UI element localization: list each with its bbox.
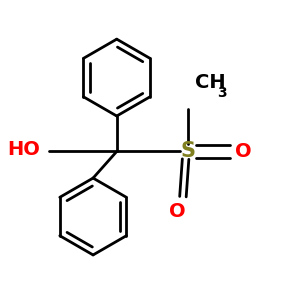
Text: O: O [235, 142, 252, 161]
Text: O: O [169, 202, 186, 221]
Text: 3: 3 [217, 86, 227, 100]
Text: S: S [180, 142, 195, 161]
Text: CH: CH [195, 74, 226, 92]
Text: HO: HO [7, 140, 40, 160]
